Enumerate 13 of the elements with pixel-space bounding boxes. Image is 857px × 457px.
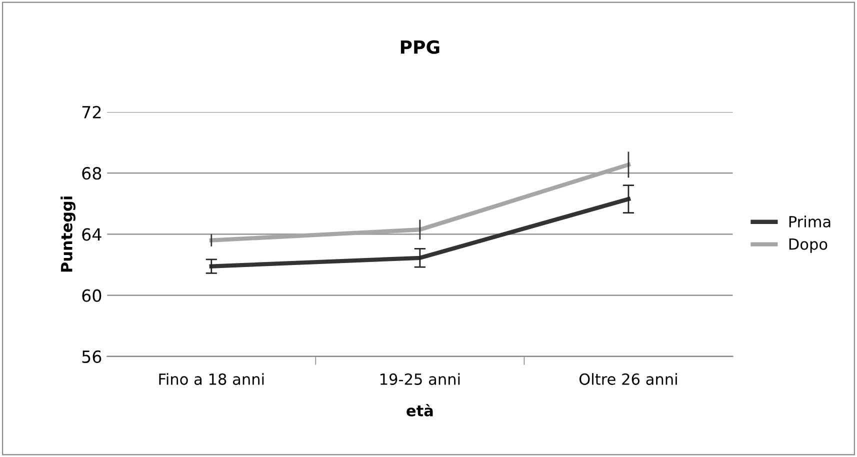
y-tick-label: 72 <box>82 106 101 118</box>
y-axis-title: Punteggi <box>60 196 76 272</box>
x-tick-label: Oltre 26 anni <box>579 373 677 385</box>
y-tick-label: 56 <box>82 350 102 364</box>
x-tick-label: 19-25 anni <box>380 373 460 385</box>
y-tick-label: 68 <box>82 167 102 180</box>
legend-label: Prima <box>789 216 830 228</box>
y-tick-label: 60 <box>82 289 102 302</box>
x-axis-title: età <box>406 404 433 416</box>
legend-label: Dopo <box>789 238 828 253</box>
y-tick-label: 64 <box>82 228 102 241</box>
x-tick-label: Fino a 18 anni <box>159 373 264 385</box>
chart-title: PPG <box>400 40 440 54</box>
